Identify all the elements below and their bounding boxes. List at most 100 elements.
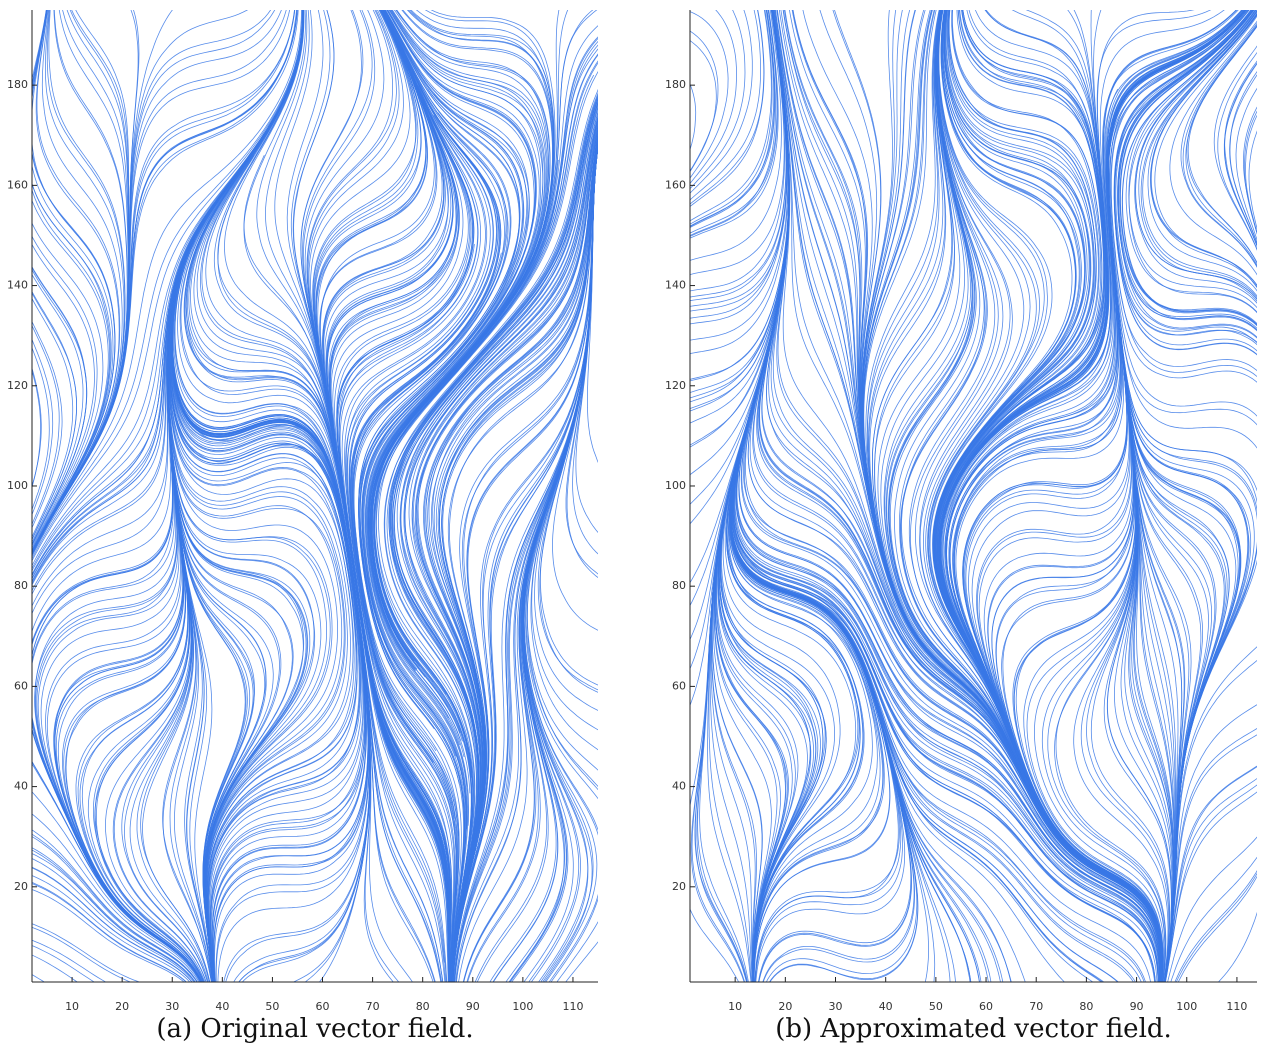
streamline <box>32 889 185 982</box>
streamline <box>32 791 201 982</box>
streamline <box>1107 86 1176 982</box>
streamline <box>32 849 196 982</box>
y-tick-label: 100 <box>7 479 28 492</box>
streamline <box>32 10 109 552</box>
streamline <box>1128 10 1257 314</box>
x-tick-label: 30 <box>829 1000 843 1013</box>
streamline <box>170 181 367 982</box>
streamline <box>339 10 481 982</box>
streamline <box>32 10 304 572</box>
y-tick-label: 140 <box>7 279 28 292</box>
streamline <box>32 235 98 549</box>
streamline <box>386 97 598 980</box>
streamline <box>1186 25 1257 264</box>
streamline <box>690 10 779 239</box>
streamline <box>32 763 202 982</box>
x-tick-label: 10 <box>728 1000 742 1013</box>
streamline <box>1110 10 1257 378</box>
x-tick-label: 60 <box>316 1000 330 1013</box>
streamline <box>374 60 598 920</box>
streamline <box>32 292 78 541</box>
streamline <box>205 10 450 965</box>
streamline <box>941 10 1239 685</box>
y-tick-label: 180 <box>7 78 28 91</box>
streamline <box>690 30 719 172</box>
streamline <box>315 10 444 852</box>
x-tick-label: 100 <box>1176 1000 1197 1013</box>
y-tick-label: 180 <box>665 78 686 91</box>
streamline <box>690 11 729 179</box>
streamline <box>32 10 116 553</box>
streamline <box>32 926 132 982</box>
streamline <box>690 10 778 237</box>
streamline <box>77 105 281 982</box>
streamline <box>32 222 104 551</box>
x-tick-label: 20 <box>115 1000 129 1013</box>
streamline <box>729 26 884 982</box>
y-tick-label: 20 <box>14 880 28 893</box>
streamline <box>1073 175 1169 982</box>
x-tick-label: 10 <box>65 1000 79 1013</box>
streamline <box>32 10 111 553</box>
streamline <box>1169 20 1257 276</box>
streamline <box>934 10 1092 735</box>
streamline <box>1217 51 1257 251</box>
streamline <box>32 10 295 556</box>
streamline <box>34 10 304 982</box>
y-tick-label: 100 <box>665 479 686 492</box>
streamline <box>565 941 598 982</box>
streamline <box>32 123 272 982</box>
streamline <box>731 288 1156 982</box>
streamline <box>887 10 1095 867</box>
x-tick-label: 40 <box>879 1000 893 1013</box>
streamline <box>948 10 1246 772</box>
streamline <box>690 10 790 505</box>
streamline <box>939 10 1108 642</box>
streamline <box>525 144 598 800</box>
streamline <box>367 10 547 672</box>
streamline <box>32 10 302 558</box>
streamline <box>32 10 287 556</box>
streamline <box>1174 870 1257 982</box>
x-tick-label: 40 <box>215 1000 229 1013</box>
streamline <box>171 224 370 982</box>
streamline <box>361 10 536 982</box>
streamline <box>32 297 74 538</box>
streamline <box>32 268 88 546</box>
streamline <box>336 10 474 982</box>
streamline <box>358 10 521 982</box>
streamline <box>690 10 773 225</box>
streamline <box>363 10 535 830</box>
streamline <box>414 126 598 982</box>
streamline <box>1164 784 1257 982</box>
streamline <box>1107 10 1257 982</box>
streamline <box>32 866 193 982</box>
streamline <box>888 10 1163 982</box>
streamline <box>1223 62 1257 247</box>
streamline <box>1182 24 1257 268</box>
x-tick-label: 30 <box>165 1000 179 1013</box>
streamline <box>690 10 765 207</box>
streamline <box>452 142 598 982</box>
x-tick-label: 90 <box>466 1000 480 1013</box>
streamline <box>168 263 358 982</box>
plot: 20 40 60 80 100 120 140 160 180 10 20 30 40 50 60 70 80 9… <box>665 10 1257 1044</box>
streamline <box>1108 10 1257 449</box>
y-tick-label: 40 <box>672 780 686 793</box>
streamline <box>1177 875 1257 982</box>
streamline <box>32 847 196 982</box>
x-tick-label: 50 <box>929 1000 943 1013</box>
streamline <box>404 114 598 982</box>
streamline <box>32 10 304 580</box>
streamline <box>1135 10 1257 302</box>
streamline <box>1140 12 1257 299</box>
streamline <box>773 10 1089 865</box>
x-tick-label: 70 <box>366 1000 380 1013</box>
streamline <box>690 10 746 190</box>
streamline <box>991 10 1247 982</box>
streamline <box>389 96 598 982</box>
streamline <box>991 10 1247 982</box>
streamline <box>438 137 598 982</box>
streamline <box>939 10 1108 670</box>
streamlines <box>690 10 1257 982</box>
